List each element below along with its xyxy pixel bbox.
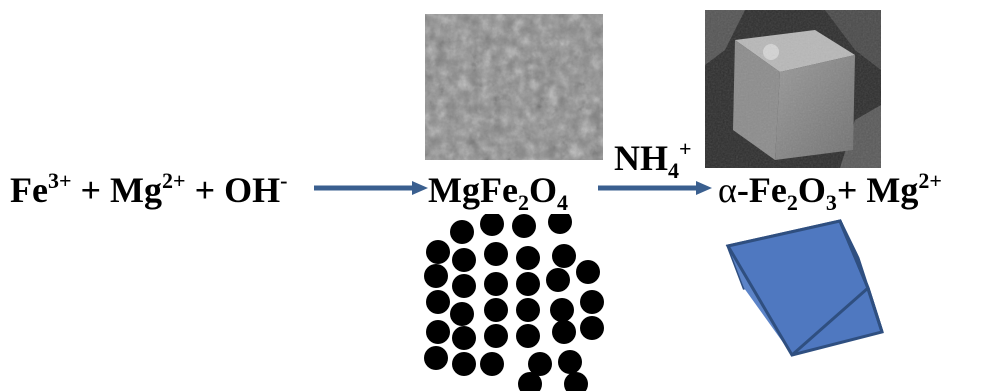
ammonium-subscript: 4 (668, 158, 679, 183)
products-formula: α-Fe2O3+ Mg2+ (718, 170, 942, 214)
o-subscript: 3 (825, 190, 837, 215)
nanoparticle-dot (452, 326, 476, 350)
nanoparticle-dot (484, 272, 508, 296)
nanoparticle-dot (452, 274, 476, 298)
reaction-arrow-1 (314, 181, 428, 195)
nanoparticle-dot (516, 272, 540, 296)
nanoparticle-dot (484, 242, 508, 266)
nanoparticle-dot (550, 298, 574, 322)
fe-subscript: 2 (517, 190, 529, 215)
nanoparticle-dot (516, 246, 540, 270)
plus-sign: + (836, 170, 858, 210)
cube-front-face-main (725, 219, 884, 357)
reactants-formula: Fe3+ + Mg2+ + OH- (10, 170, 287, 210)
nanoparticle-dot (546, 268, 570, 292)
iron-symbol: Fe (10, 170, 48, 210)
nanoparticle-dot (426, 290, 450, 314)
nanoparticle-dot (450, 220, 474, 244)
oxygen-symbol: O (528, 170, 557, 210)
nanoparticle-dot (580, 316, 604, 340)
nanoparticle-dot (480, 352, 504, 376)
ammonium-symbol: NH (614, 138, 668, 178)
intermediate-formula: MgFe2O4 (428, 170, 568, 214)
hydroxide-charge: - (280, 168, 288, 193)
reaction-arrow-2 (598, 181, 712, 195)
nanoparticle-dot (512, 214, 536, 238)
hematite-fe: -Fe (736, 170, 787, 210)
sem-image-fe2o3-cube (705, 10, 881, 168)
nanoparticle-dot (528, 352, 552, 376)
plus-sign: + (80, 170, 102, 210)
nanoparticle-dot (576, 260, 600, 284)
nanoparticle-dot (548, 214, 572, 234)
nanoparticle-dot (480, 214, 504, 236)
magnesium-symbol: Mg (866, 170, 919, 210)
nanoparticle-dot (580, 290, 604, 314)
nanoparticle-dot (558, 350, 582, 374)
cube-schematic (725, 219, 884, 357)
nanoparticle-dot (552, 320, 576, 344)
nanoparticle-dot (424, 264, 448, 288)
nanoparticle-dot (426, 320, 450, 344)
nanoparticle-dot (516, 298, 540, 322)
nanoparticle-dot (552, 244, 576, 268)
nanoparticle-cluster-schematic (424, 214, 604, 391)
fe-subscript: 2 (786, 190, 798, 215)
nanoparticle-dot (424, 346, 448, 370)
nanoparticle-dot (484, 324, 508, 348)
nanoparticle-dot (516, 324, 540, 348)
alpha-symbol: α (718, 170, 737, 210)
nanoparticle-dot (452, 352, 476, 376)
nanoparticle-dot (452, 248, 476, 272)
oxygen-symbol: O (797, 170, 826, 210)
hydroxide-symbol: OH (224, 170, 281, 210)
sem-image-mgfe2o4 (425, 14, 603, 160)
magnesium-charge: 2+ (918, 168, 942, 193)
iron-charge: 3+ (47, 168, 72, 193)
magnesium-symbol: Mg (110, 170, 163, 210)
nanoparticle-dot (518, 372, 542, 391)
ammonium-charge: + (679, 136, 692, 161)
reagent-ammonium: NH4+ (614, 138, 692, 182)
nanoparticle-dot (484, 298, 508, 322)
magnesium-charge: 2+ (162, 168, 186, 193)
mgfe-symbol: MgFe (428, 170, 518, 210)
nanoparticle-dot (564, 372, 588, 391)
nanoparticle-dot (450, 302, 474, 326)
nanoparticle-dot (426, 240, 450, 264)
plus-sign: + (194, 170, 216, 210)
o-subscript: 4 (556, 190, 568, 215)
